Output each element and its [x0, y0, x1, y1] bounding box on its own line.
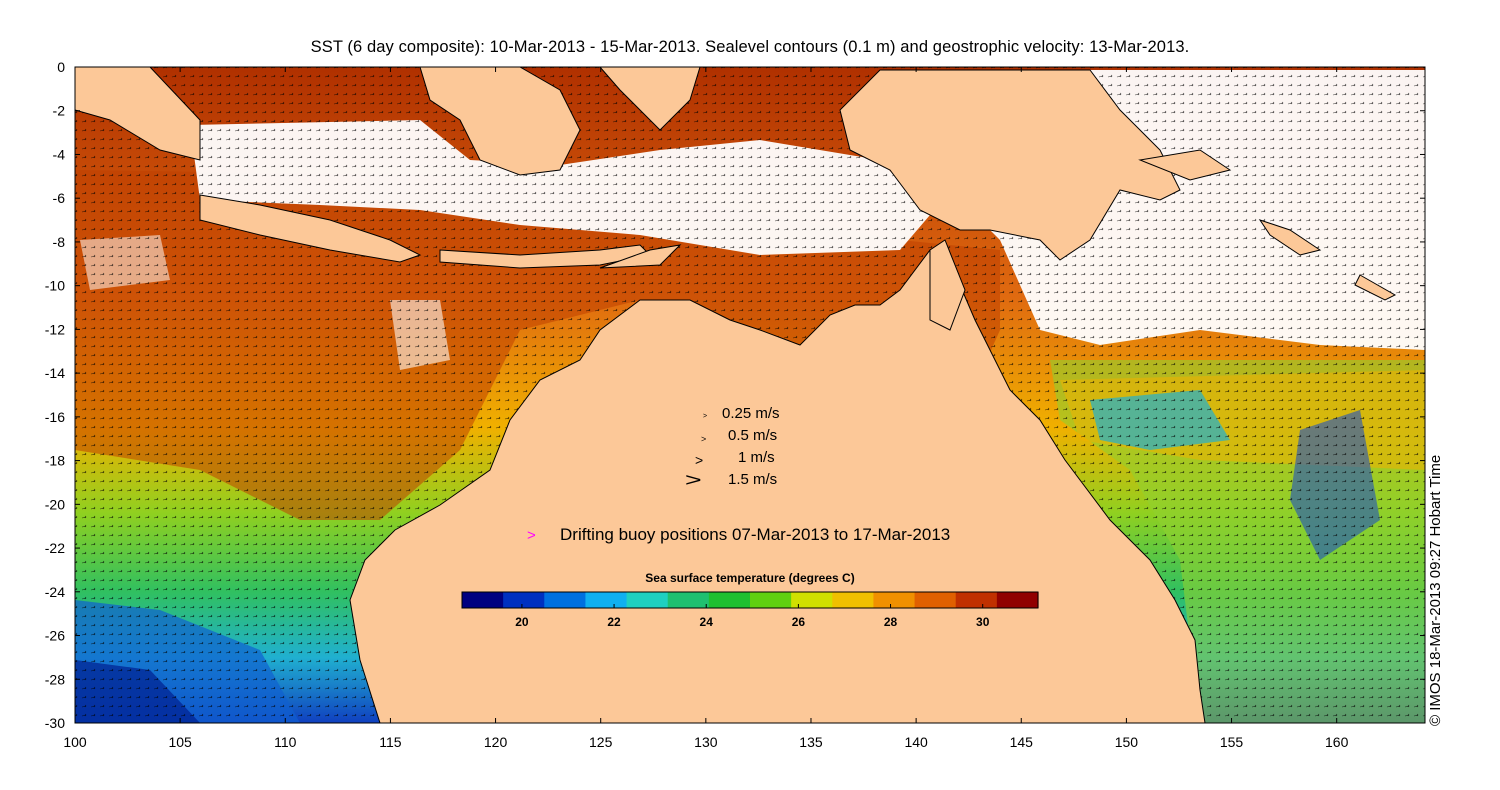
- x-tick-label: 140: [904, 734, 928, 750]
- x-tick-label: 160: [1325, 734, 1349, 750]
- x-tick-label: 105: [168, 734, 192, 750]
- colorbar-tick-label: 20: [515, 615, 529, 629]
- y-tick-label: -28: [45, 671, 65, 687]
- java: [199, 194, 422, 263]
- x-axis: 100 105 110 115 120 125 130 135 140 145 150 155 160: [63, 67, 1349, 750]
- colorbar-swatch: [708, 592, 751, 608]
- cape-york: [929, 239, 966, 331]
- buoy-legend-text: Drifting buoy positions 07-Mar-2013 to 1…: [560, 525, 951, 544]
- new-britain: [1138, 149, 1232, 181]
- x-tick-label: 120: [484, 734, 508, 750]
- sulawesi: [599, 67, 701, 131]
- colorbar-swatch: [914, 592, 957, 608]
- colorbar-frame: [461, 591, 1039, 609]
- colorbar-title: Sea surface temperature (degrees C): [645, 571, 854, 585]
- velocity-label: 0.5 m/s: [728, 427, 778, 444]
- colorbar-tick-label: 22: [607, 615, 621, 629]
- x-tick-label: 130: [694, 734, 718, 750]
- x-tick-label: 145: [1010, 734, 1034, 750]
- legend-arrow-icon: >: [684, 470, 702, 490]
- copyright-label: © IMOS 18-Mar-2013 09:27 Hobart Time: [1427, 454, 1444, 726]
- colorbar-swatch: [832, 592, 875, 608]
- borneo: [419, 67, 581, 176]
- plot-frame: [74, 66, 1426, 724]
- colorbar-swatch: [955, 592, 998, 608]
- map-title: SST (6 day composite): 10-Mar-2013 - 15-…: [310, 38, 1190, 56]
- y-tick-label: -6: [53, 190, 66, 206]
- x-tick-label: 115: [379, 734, 402, 750]
- colorbar-swatch: [791, 592, 833, 608]
- colorbar-tick-label: 28: [884, 615, 898, 629]
- y-tick-label: -20: [45, 496, 65, 512]
- y-tick-label: -2: [53, 103, 66, 119]
- y-tick-label: -14: [45, 365, 65, 381]
- x-tick-label: 150: [1115, 734, 1139, 750]
- y-tick-label: -18: [45, 453, 65, 469]
- copyright-box: © IMOS 18-Mar-2013 09:27 Hobart Time: [1427, 455, 1457, 756]
- y-tick-label: -30: [45, 715, 65, 731]
- solomon-islands: [1258, 219, 1322, 256]
- new-guinea: [839, 69, 1181, 261]
- x-tick-label: 100: [63, 734, 87, 750]
- y-tick-label: -22: [45, 540, 65, 556]
- y-tick-label: -10: [45, 278, 65, 294]
- colorbar-swatch: [462, 592, 504, 608]
- x-tick-label: 110: [274, 734, 297, 750]
- colorbar-swatch: [544, 592, 587, 608]
- colorbar-swatch: [750, 592, 792, 608]
- legend-arrow-icon: >: [703, 413, 708, 420]
- x-tick-label: 155: [1220, 734, 1244, 750]
- x-tick-label: 135: [799, 734, 823, 750]
- y-tick-label: -8: [53, 234, 66, 250]
- legend-arrow-icon: >: [695, 452, 704, 468]
- y-tick-label: -12: [45, 321, 65, 337]
- colorbar-tick-label: 30: [976, 615, 990, 629]
- y-tick-label: 0: [57, 59, 65, 75]
- velocity-label: 1 m/s: [738, 449, 775, 466]
- sst-colorbar: Sea surface temperature (degrees C) 20 22 2…: [461, 571, 1039, 629]
- sumatra: [75, 67, 201, 161]
- new-caledonia: [1354, 274, 1397, 301]
- colorbar-swatch: [626, 592, 669, 608]
- colorbar-swatch: [873, 592, 916, 608]
- x-tick-label: 125: [589, 734, 613, 750]
- y-tick-label: -26: [45, 628, 65, 644]
- velocity-label: 1.5 m/s: [728, 471, 778, 488]
- legend-arrow-icon: >: [701, 434, 707, 444]
- colorbar-swatch: [996, 592, 1039, 608]
- y-tick-label: -16: [45, 409, 65, 425]
- y-tick-label: -24: [45, 584, 65, 600]
- colorbar-tick-label: 24: [700, 615, 714, 629]
- colorbar-swatch: [667, 592, 710, 608]
- buoy-marker-icon: >: [527, 527, 536, 544]
- colorbar-swatch: [503, 592, 545, 608]
- timor: [599, 244, 682, 269]
- y-axis: 0 -2 -4 -6 -8 -10 -12 -14 -16 -18 -20 -22 -24 -26 -28 -…: [45, 59, 1425, 731]
- y-tick-label: -4: [53, 146, 66, 162]
- colorbar-swatch: [585, 592, 628, 608]
- velocity-label: 0.25 m/s: [722, 405, 780, 422]
- colorbar-tick-label: 26: [792, 615, 806, 629]
